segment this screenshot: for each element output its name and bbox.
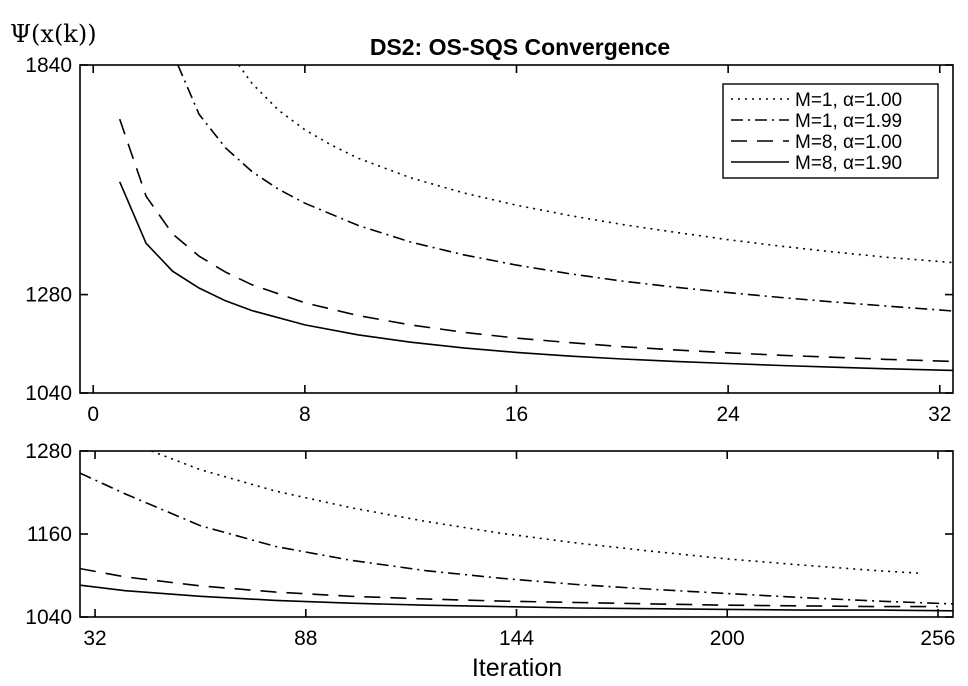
x-tick-label: 256 — [920, 627, 955, 650]
legend: M=1, α=1.00M=1, α=1.99M=8, α=1.00M=8, α=… — [722, 83, 939, 179]
series-line-1 — [151, 451, 923, 575]
x-tick-label: 144 — [499, 627, 534, 650]
chart-title: DS2: OS-SQS Convergence — [370, 34, 670, 60]
bottom-panel: 32 88 144 200 256 1040 1160 1280 — [25, 440, 955, 650]
y-axis-label: Ψ(x(k)) — [10, 20, 97, 48]
legend-entry-3: M=8, α=1.00 — [795, 132, 902, 153]
x-tick-label: 200 — [710, 627, 745, 650]
legend-entry-4: M=8, α=1.90 — [795, 153, 902, 174]
x-tick-label: 16 — [505, 403, 528, 426]
x-tick-label: 0 — [87, 403, 99, 426]
y-tick-label: 1840 — [25, 54, 72, 77]
y-tick-label: 1040 — [25, 606, 72, 629]
y-tick-label: 1040 — [25, 382, 72, 405]
y-tick-label: 1280 — [25, 284, 72, 307]
y-tick-label: 1160 — [27, 523, 72, 546]
series-line-3 — [80, 567, 938, 608]
series-line-4 — [118, 181, 953, 372]
x-tick-label: 8 — [299, 403, 311, 426]
series-line-2 — [177, 65, 953, 312]
legend-entry-1: M=1, α=1.00 — [795, 90, 902, 111]
plot-frame — [79, 450, 954, 618]
x-axis-label: Iteration — [472, 654, 562, 682]
top-panel: 0 8 16 24 32 1040 1280 1840 — [25, 54, 954, 426]
series-line-2 — [80, 472, 953, 605]
y-tick-label: 1280 — [25, 440, 72, 463]
x-tick-label: 24 — [716, 403, 740, 426]
x-tick-label: 32 — [928, 403, 951, 426]
series-line-3 — [118, 118, 953, 363]
x-tick-label: 88 — [294, 627, 317, 650]
legend-entry-2: M=1, α=1.99 — [795, 111, 902, 132]
series-line-4 — [80, 584, 953, 612]
x-tick-label: 32 — [83, 627, 106, 650]
